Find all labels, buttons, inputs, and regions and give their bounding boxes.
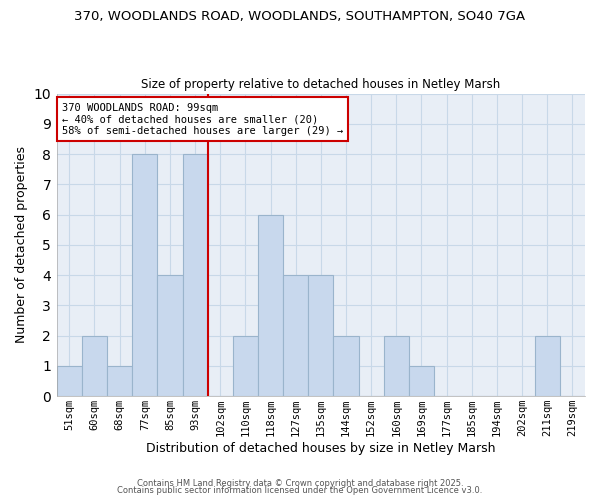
Bar: [283, 275, 308, 396]
Text: Contains HM Land Registry data © Crown copyright and database right 2025.: Contains HM Land Registry data © Crown c…: [137, 478, 463, 488]
Bar: [182, 154, 208, 396]
Text: Contains public sector information licensed under the Open Government Licence v3: Contains public sector information licen…: [118, 486, 482, 495]
X-axis label: Distribution of detached houses by size in Netley Marsh: Distribution of detached houses by size …: [146, 442, 496, 455]
Title: Size of property relative to detached houses in Netley Marsh: Size of property relative to detached ho…: [141, 78, 500, 91]
Bar: [308, 275, 334, 396]
Bar: [82, 336, 107, 396]
Bar: [107, 366, 132, 396]
Bar: [157, 275, 182, 396]
Text: 370, WOODLANDS ROAD, WOODLANDS, SOUTHAMPTON, SO40 7GA: 370, WOODLANDS ROAD, WOODLANDS, SOUTHAMP…: [74, 10, 526, 23]
Y-axis label: Number of detached properties: Number of detached properties: [15, 146, 28, 344]
Bar: [384, 336, 409, 396]
Text: 370 WOODLANDS ROAD: 99sqm
← 40% of detached houses are smaller (20)
58% of semi-: 370 WOODLANDS ROAD: 99sqm ← 40% of detac…: [62, 102, 343, 136]
Bar: [233, 336, 258, 396]
Bar: [535, 336, 560, 396]
Bar: [132, 154, 157, 396]
Bar: [334, 336, 359, 396]
Bar: [57, 366, 82, 396]
Bar: [258, 214, 283, 396]
Bar: [409, 366, 434, 396]
